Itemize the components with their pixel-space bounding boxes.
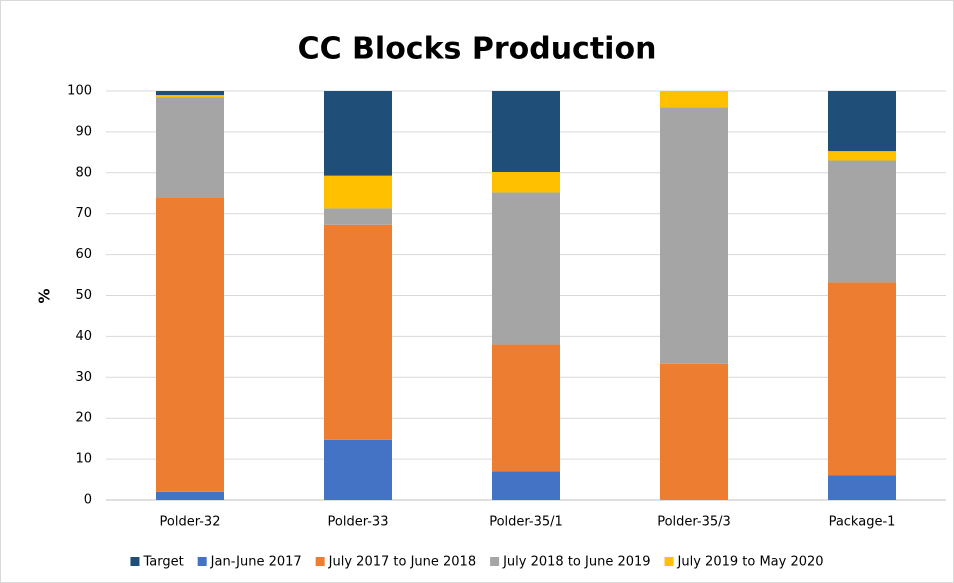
bar-segment: [660, 91, 728, 108]
legend-label: Target: [142, 555, 183, 570]
bar-segment: [156, 491, 224, 500]
bar-segment: [492, 344, 560, 472]
x-tick-label: Polder-32: [160, 515, 221, 530]
bar-segment: [156, 95, 224, 98]
y-tick-label: 10: [75, 452, 92, 467]
y-tick-label: 90: [75, 124, 92, 139]
x-tick-label: Package-1: [829, 515, 896, 530]
bar-segment: [492, 471, 560, 500]
y-tick-label: 50: [75, 288, 92, 303]
bar-segment: [828, 151, 896, 161]
legend-label: July 2019 to May 2020: [677, 555, 824, 570]
legend-swatch: [130, 557, 140, 566]
bar-segment: [828, 475, 896, 500]
chart-title: CC Blocks Production: [298, 32, 657, 67]
bar-segment: [828, 282, 896, 476]
legend-swatch: [664, 557, 674, 566]
legend-label: Jan-June 2017: [210, 555, 302, 570]
x-tick-label: Polder-35/1: [489, 515, 563, 530]
bar-segment: [828, 160, 896, 283]
bar-segment: [324, 175, 392, 209]
bar-segment: [156, 91, 224, 96]
bar-segment: [156, 197, 224, 492]
bar-segment: [828, 91, 896, 152]
bar-segment: [156, 97, 224, 198]
y-tick-label: 70: [75, 206, 92, 221]
bar-segment: [492, 91, 560, 172]
bar-segment: [660, 107, 728, 364]
x-tick-label: Polder-33: [328, 515, 389, 530]
y-tick-label: 60: [75, 247, 92, 262]
legend-swatch: [315, 557, 325, 566]
bar-segment: [324, 224, 392, 440]
bar-segment: [324, 208, 392, 225]
bar-segment: [492, 192, 560, 345]
bar-segment: [324, 91, 392, 176]
y-tick-label: 0: [84, 493, 92, 508]
x-tick-label: Polder-35/3: [657, 515, 731, 530]
legend-swatch: [490, 557, 500, 566]
bar-segment: [492, 171, 560, 193]
y-tick-label: 100: [67, 84, 92, 99]
bar-segment: [324, 439, 392, 500]
y-tick-label: 80: [75, 165, 92, 180]
y-tick-label: 30: [75, 370, 92, 385]
y-tick-label: 40: [75, 329, 92, 344]
y-tick-label: 20: [75, 411, 92, 426]
legend-swatch: [197, 557, 207, 566]
legend-label: July 2018 to June 2019: [502, 555, 650, 570]
legend-label: July 2017 to June 2018: [328, 555, 476, 570]
y-axis-label: %: [36, 288, 54, 303]
bar-segment: [660, 363, 728, 500]
